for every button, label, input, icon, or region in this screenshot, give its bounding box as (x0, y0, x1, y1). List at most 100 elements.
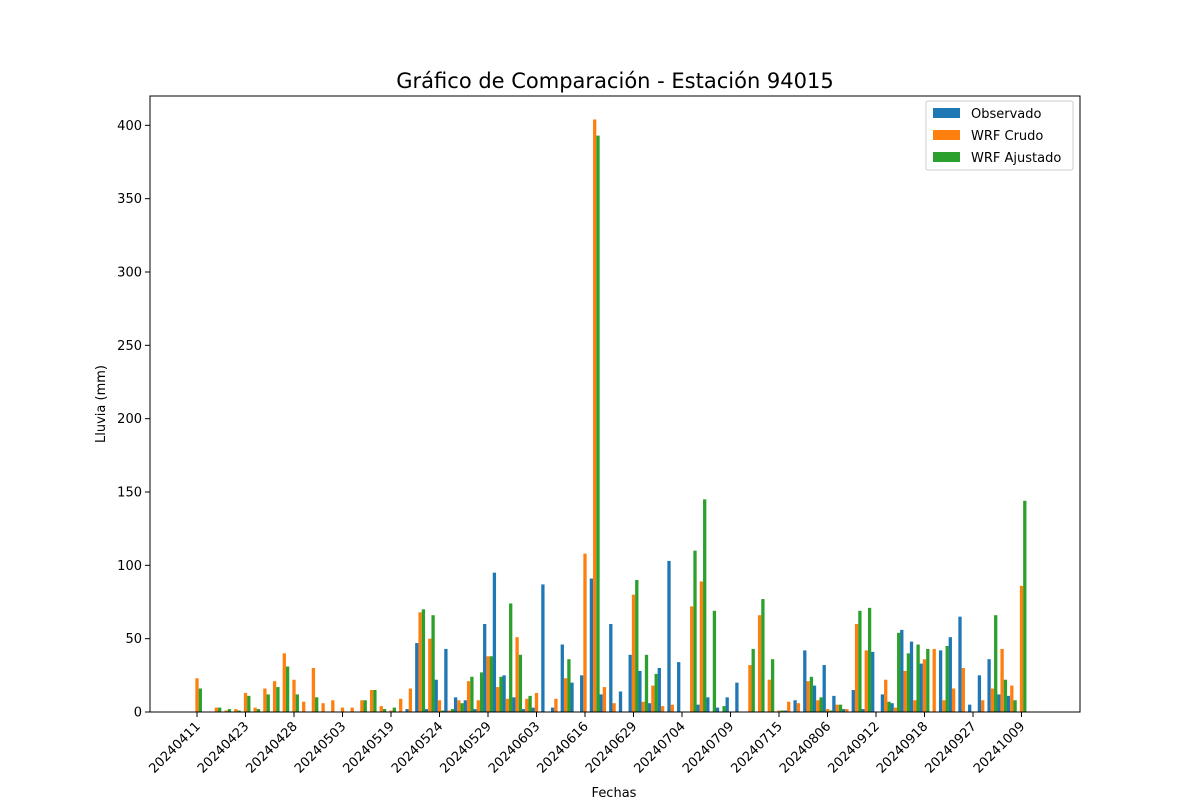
bar-crudo (486, 656, 490, 712)
legend: Observado WRF Crudo WRF Ajustado (925, 100, 1074, 171)
bar-ajustado (906, 653, 911, 712)
bar-ajustado (644, 654, 649, 712)
bar-ajustado (761, 599, 765, 712)
bar-observado (841, 709, 846, 712)
bar-ajustado (567, 659, 571, 712)
bar-observado (492, 572, 497, 712)
bar-ajustado (509, 603, 513, 712)
bar-ajustado (363, 700, 367, 712)
bar-observado (793, 700, 797, 712)
legend-label-crudo: WRF Crudo (971, 129, 1043, 144)
bar-crudo (612, 703, 616, 712)
x-axis-label: Fechas (592, 786, 637, 800)
bar-crudo (893, 707, 898, 712)
bar-observado (735, 682, 739, 712)
y-tick-label: 100 (117, 559, 142, 574)
bar-crudo (583, 553, 587, 712)
bar-crudo (699, 581, 704, 712)
bar-crudo (806, 681, 810, 712)
bar-crudo (505, 698, 510, 712)
bar-crudo (835, 704, 839, 712)
bar-observado (725, 697, 729, 712)
bar-crudo (496, 687, 500, 712)
bar-ajustado (945, 646, 949, 712)
y-tick-label: 50 (125, 632, 142, 647)
legend-frame (925, 100, 1074, 171)
bar-crudo (515, 637, 519, 712)
bar-observado (900, 629, 904, 712)
bar-crudo (340, 707, 345, 712)
bar-ajustado (285, 666, 290, 712)
bar-crudo (447, 710, 451, 712)
bar-ajustado (1013, 700, 1017, 712)
bar-ajustado (819, 697, 823, 712)
y-tick-label: 250 (117, 339, 142, 354)
y-tick-label: 150 (117, 486, 142, 501)
bar-ajustado (635, 580, 639, 712)
bar-crudo (224, 710, 228, 712)
bar-observado (919, 663, 923, 712)
bar-crudo (990, 688, 995, 712)
bar-ajustado (712, 610, 717, 712)
bar-crudo (670, 704, 674, 712)
bar-crudo (942, 700, 946, 712)
bar-ajustado (654, 673, 658, 712)
bar-ajustado (596, 135, 600, 713)
bar-ajustado (829, 710, 833, 712)
bar-ajustado (382, 709, 387, 712)
bar-ajustado (751, 648, 755, 712)
bar-observado (871, 651, 875, 712)
bar-crudo (816, 700, 820, 712)
bar-ajustado (315, 697, 319, 712)
bar-crudo (379, 706, 383, 712)
bar-observado (647, 703, 652, 712)
bar-crudo (534, 692, 539, 712)
bar-crudo (796, 703, 801, 712)
bar-crudo (593, 119, 597, 713)
bar-ajustado (460, 703, 464, 712)
bar-observado (667, 560, 671, 712)
bar-ajustado (858, 610, 862, 712)
bar-ajustado (431, 615, 435, 712)
bar-observado (521, 709, 526, 712)
bar-ajustado (897, 632, 901, 712)
chart-title: Gráfico de Comparación - Estación 94015 (396, 69, 833, 93)
bar-observado (948, 637, 952, 712)
bar-ajustado (450, 709, 455, 712)
bar-observado (977, 675, 982, 712)
bar-observado (541, 584, 545, 712)
bar-crudo (922, 659, 927, 712)
bar-observado (560, 644, 564, 712)
legend-label-observado: Observado (971, 107, 1042, 122)
y-tick-label: 350 (117, 192, 142, 207)
bar-crudo (690, 606, 694, 712)
y-axis-label: Lluvia (mm) (94, 365, 109, 443)
bar-crudo (951, 688, 956, 712)
bar-observado (463, 700, 467, 712)
bar-crudo (408, 688, 413, 712)
bar-crudo (1010, 685, 1014, 712)
bar-crudo (331, 700, 335, 712)
bar-ajustado (809, 676, 814, 712)
bar-observado (677, 662, 681, 712)
bar-observado (987, 659, 991, 712)
bar-crudo (263, 688, 267, 712)
bar-ajustado (528, 695, 532, 712)
bar-crudo (311, 668, 316, 712)
y-tick-label: 0 (134, 706, 142, 721)
bar-ajustado (838, 704, 843, 712)
bar-crudo (399, 698, 403, 712)
bar-ajustado (770, 659, 775, 712)
bar-observado (958, 616, 962, 712)
bar-ajustado (693, 550, 697, 712)
bar-ajustado (266, 694, 270, 712)
bar-observado (599, 694, 603, 712)
bar-ajustado (722, 706, 726, 712)
bar-crudo (243, 692, 248, 712)
bar-ajustado (247, 695, 251, 712)
bar-crudo (563, 678, 568, 712)
bar-crudo (864, 650, 868, 712)
legend-swatch-crudo (933, 130, 960, 140)
bar-crudo (457, 700, 461, 712)
